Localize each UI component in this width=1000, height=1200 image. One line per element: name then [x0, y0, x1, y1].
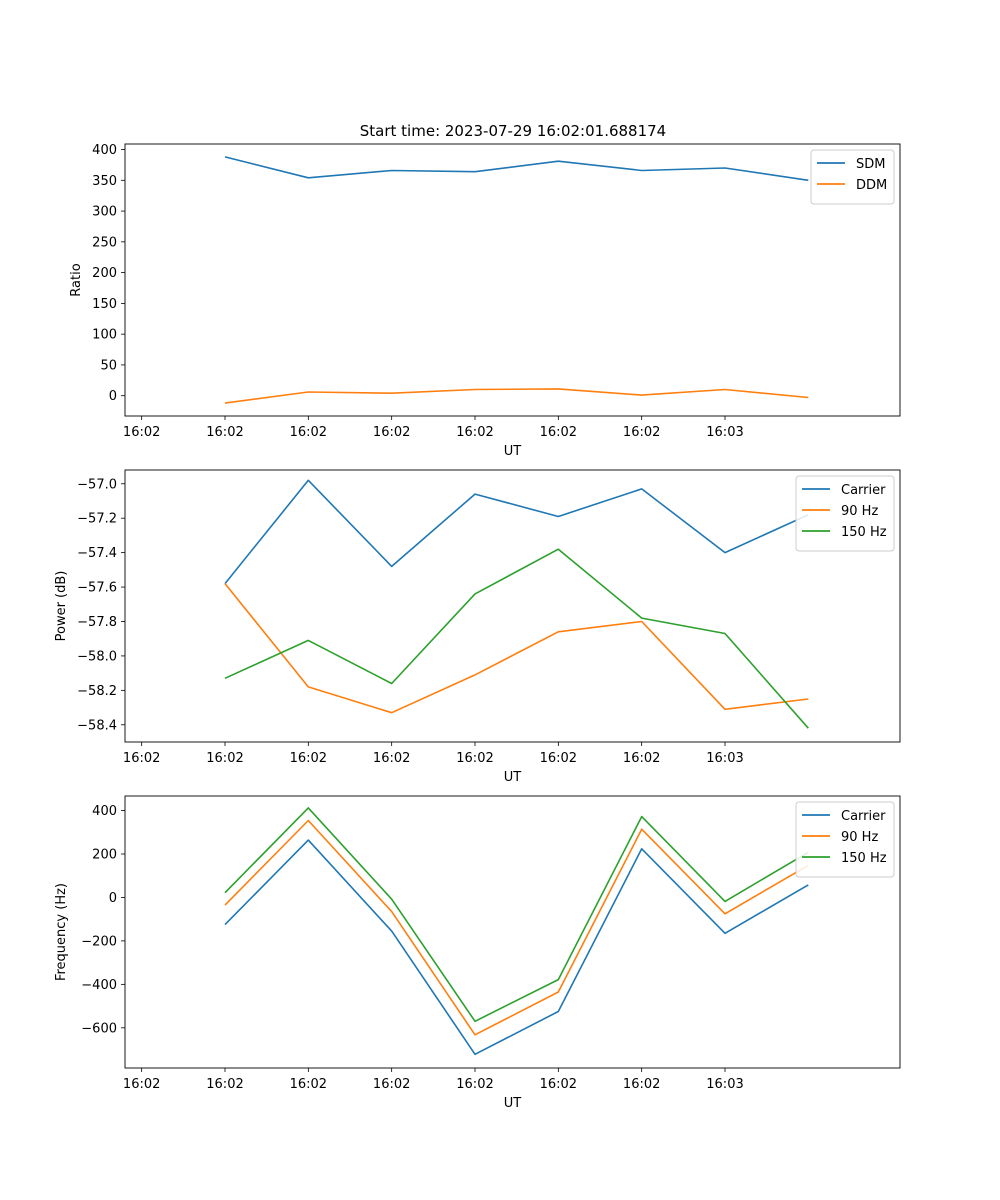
y-tick-label: −57.0	[77, 477, 117, 492]
legend-label: DDM	[856, 178, 887, 193]
series-line-90-hz	[224, 819, 809, 1036]
legend-label: 150 Hz	[841, 851, 887, 866]
series-line-sdm	[224, 156, 809, 182]
x-tick-label: 16:02	[456, 425, 493, 440]
y-tick-label: 50	[100, 358, 117, 373]
x-tick-label: 16:02	[290, 1077, 327, 1092]
series-line-150-hz	[224, 548, 809, 729]
axes-frame	[124, 795, 901, 1069]
y-tick-label: −58.2	[77, 684, 117, 699]
series-line-carrier	[224, 479, 809, 585]
figure-title: Start time: 2023-07-29 16:02:01.688174	[360, 122, 666, 140]
y-tick-label: 250	[92, 235, 117, 250]
y-tick-label: 200	[92, 266, 117, 281]
legend-label: 90 Hz	[841, 830, 878, 845]
y-axis-label: Frequency (Hz)	[54, 883, 69, 981]
y-tick-label: −58.4	[77, 718, 117, 733]
chart-panel-2: 16:02 16:02 16:02 16:02 16:02 16:02 16:02 16:03…	[54, 469, 901, 785]
legend: Carrier 90 Hz 150 Hz	[795, 475, 895, 552]
x-tick-label: 16:02	[456, 751, 493, 766]
y-tick-label: 100	[92, 328, 117, 343]
x-tick-label: 16:02	[123, 425, 160, 440]
y-axis-label: Ratio	[69, 263, 84, 296]
x-axis-label: UT	[504, 1096, 522, 1111]
y-tick-label: −58.0	[77, 649, 117, 664]
y-tick-label: −57.2	[77, 512, 117, 527]
y-tick-label: 150	[92, 297, 117, 312]
y-tick-label: 350	[92, 174, 117, 189]
y-tick-label: 300	[92, 205, 117, 220]
x-tick-label: 16:02	[623, 425, 660, 440]
series-line-90-hz	[224, 583, 809, 714]
series-line-carrier	[224, 839, 809, 1056]
x-tick-label: 16:02	[206, 751, 243, 766]
x-axis-label: UT	[504, 444, 522, 459]
y-tick-label: 200	[92, 848, 117, 863]
x-tick-label: 16:02	[623, 1077, 660, 1092]
legend-label: Carrier	[841, 809, 886, 824]
x-tick-label: 16:02	[540, 751, 577, 766]
x-tick-label: 16:02	[456, 1077, 493, 1092]
y-tick-label: −400	[81, 978, 117, 993]
legend-label: Carrier	[841, 483, 886, 498]
legend: Carrier 90 Hz 150 Hz	[795, 801, 895, 878]
y-tick-label: 0	[109, 891, 117, 906]
x-tick-label: 16:02	[123, 751, 160, 766]
x-tick-label: 16:03	[706, 425, 743, 440]
axes-frame	[124, 143, 901, 417]
x-axis-label: UT	[504, 770, 522, 785]
x-tick-label: 16:02	[373, 1077, 410, 1092]
legend-label: 150 Hz	[841, 525, 887, 540]
legend-label: SDM	[856, 157, 885, 172]
x-tick-label: 16:02	[206, 425, 243, 440]
legend-label: 90 Hz	[841, 504, 878, 519]
y-tick-label: −57.6	[77, 581, 117, 596]
panels: 16:02 16:02 16:02 16:02 16:02 16:02 16:02 16:03…	[54, 143, 901, 1111]
legend-box	[795, 801, 895, 878]
x-tick-label: 16:02	[540, 425, 577, 440]
x-tick-label: 16:02	[206, 1077, 243, 1092]
y-axis-label: Power (dB)	[54, 571, 69, 642]
chart-panel-3: 16:02 16:02 16:02 16:02 16:02 16:02 16:02 16:03…	[54, 795, 901, 1111]
y-tick-label: −57.4	[77, 546, 117, 561]
y-tick-label: −57.8	[77, 615, 117, 630]
x-tick-label: 16:03	[706, 751, 743, 766]
series-line-ddm	[224, 388, 809, 404]
x-tick-label: 16:02	[290, 751, 327, 766]
series-line-150-hz	[224, 807, 809, 1023]
x-tick-label: 16:02	[373, 425, 410, 440]
x-tick-label: 16:02	[123, 1077, 160, 1092]
x-tick-label: 16:02	[623, 751, 660, 766]
y-tick-label: 0	[109, 389, 117, 404]
y-tick-label: 400	[92, 143, 117, 158]
y-tick-label: −600	[81, 1021, 117, 1036]
axes-frame	[124, 469, 901, 743]
x-tick-label: 16:02	[373, 751, 410, 766]
x-tick-label: 16:02	[290, 425, 327, 440]
x-tick-label: 16:03	[706, 1077, 743, 1092]
legend: SDM DDM	[810, 149, 895, 205]
y-tick-label: −200	[81, 934, 117, 949]
legend-box	[795, 475, 895, 552]
x-tick-label: 16:02	[540, 1077, 577, 1092]
chart-panel-1: 16:02 16:02 16:02 16:02 16:02 16:02 16:02 16:03…	[69, 143, 901, 459]
y-tick-label: 400	[92, 804, 117, 819]
